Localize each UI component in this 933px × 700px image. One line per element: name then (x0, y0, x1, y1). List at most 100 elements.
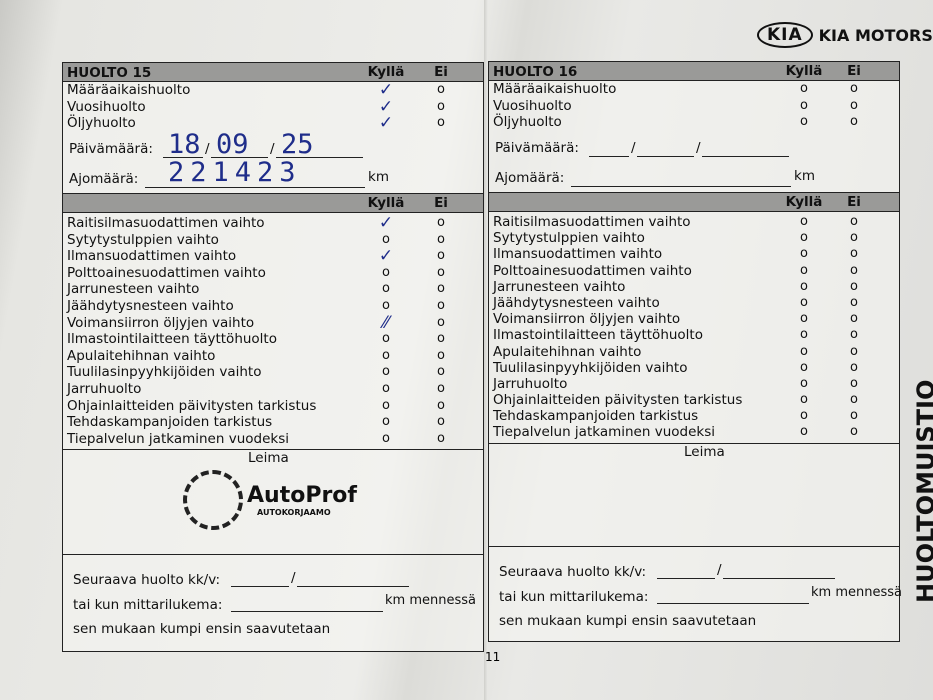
circle-option-icon[interactable]: o (437, 297, 445, 313)
circle-option-icon[interactable]: o (850, 392, 858, 408)
circle-option-icon[interactable]: o (437, 115, 445, 131)
circle-option-icon[interactable]: o (800, 230, 808, 246)
service-item-row: Ohjainlaitteiden päivitysten tarkistus o o (63, 398, 483, 415)
circle-option-icon[interactable]: o (800, 262, 808, 278)
circle-option-icon[interactable]: o (382, 231, 390, 247)
circle-option-icon[interactable]: o (800, 97, 808, 113)
circle-option-icon[interactable]: o (850, 424, 858, 440)
circle-option-icon[interactable]: o (850, 278, 858, 294)
circle-option-icon[interactable]: o (437, 281, 445, 297)
circle-option-icon[interactable]: o (800, 424, 808, 440)
circle-option-icon[interactable]: o (850, 246, 858, 262)
circle-option-icon[interactable]: o (800, 359, 808, 375)
circle-option-icon[interactable]: o (437, 82, 445, 97)
circle-option-icon[interactable]: o (382, 380, 390, 396)
circle-option-icon[interactable]: o (800, 294, 808, 310)
item-label: Jarrunesteen vaihto (493, 278, 626, 295)
date-day-line[interactable] (589, 156, 629, 157)
date-month-line[interactable] (211, 157, 268, 158)
circle-option-icon[interactable]: o (800, 375, 808, 391)
date-day-line[interactable] (163, 157, 203, 158)
circle-option-icon[interactable]: o (800, 278, 808, 294)
next-service-year-line[interactable] (297, 586, 409, 588)
circle-option-icon[interactable]: o (850, 375, 858, 391)
form-title: HUOLTO 15 (67, 65, 152, 81)
circle-option-icon[interactable]: o (800, 246, 808, 262)
date-year-value[interactable]: 25 (281, 129, 314, 160)
service-item-row: Voimansiirron öljyjen vaihto ⁄⁄ o (63, 312, 483, 333)
scribble-mark-icon[interactable]: ⁄⁄ (383, 312, 389, 333)
circle-option-icon[interactable]: o (437, 430, 445, 446)
circle-option-icon[interactable]: o (437, 331, 445, 347)
circle-option-icon[interactable]: o (850, 97, 858, 113)
circle-option-icon[interactable]: o (800, 392, 808, 408)
circle-option-icon[interactable]: o (382, 297, 390, 313)
circle-option-icon[interactable]: o (437, 347, 445, 363)
checkmark-icon[interactable]: ✓ (378, 96, 394, 117)
circle-option-icon[interactable]: o (850, 81, 858, 96)
circle-option-icon[interactable]: o (437, 314, 445, 330)
date-month-value[interactable]: 09 (216, 129, 249, 160)
circle-option-icon[interactable]: o (850, 311, 858, 327)
circle-option-icon[interactable]: o (800, 214, 808, 229)
circle-option-icon[interactable]: o (437, 98, 445, 114)
top-item-row: Vuosihuolto ✓ o (63, 96, 483, 117)
circle-option-icon[interactable]: o (800, 114, 808, 130)
date-year-line[interactable] (702, 156, 789, 157)
circle-option-icon[interactable]: o (800, 311, 808, 327)
circle-option-icon[interactable]: o (437, 215, 445, 230)
yes-column-header: Kyllä (785, 63, 823, 79)
circle-option-icon[interactable]: o (437, 364, 445, 380)
circle-option-icon[interactable]: o (382, 264, 390, 280)
circle-option-icon[interactable]: o (437, 248, 445, 264)
circle-option-icon[interactable]: o (850, 230, 858, 246)
checkmark-icon[interactable]: ✓ (378, 113, 394, 134)
item-label: Jarrunesteen vaihto (67, 281, 200, 298)
next-service-year-line[interactable] (723, 577, 835, 579)
mileage-line[interactable] (571, 186, 791, 187)
circle-option-icon[interactable]: o (850, 262, 858, 278)
mileage-line[interactable] (145, 187, 365, 188)
circle-option-icon[interactable]: o (382, 430, 390, 446)
circle-option-icon[interactable]: o (850, 408, 858, 424)
circle-option-icon[interactable]: o (850, 214, 858, 229)
next-service-month-line[interactable] (657, 577, 715, 579)
date-year-line[interactable] (276, 157, 363, 158)
circle-option-icon[interactable]: o (382, 331, 390, 347)
circle-option-icon[interactable]: o (437, 397, 445, 413)
checkmark-icon[interactable]: ✓ (378, 246, 394, 267)
circle-option-icon[interactable]: o (850, 327, 858, 343)
date-month-line[interactable] (637, 156, 694, 157)
circle-option-icon[interactable]: o (800, 327, 808, 343)
item-label: Tuulilasinpyyhkijöiden vaihto (493, 359, 688, 376)
item-label: Määräaikaishuolto (493, 81, 617, 97)
circle-option-icon[interactable]: o (800, 408, 808, 424)
odometer-line[interactable] (231, 611, 383, 613)
circle-option-icon[interactable]: o (382, 397, 390, 413)
odometer-line[interactable] (657, 602, 809, 604)
circle-option-icon[interactable]: o (437, 414, 445, 430)
checkmark-icon[interactable]: ✓ (378, 80, 394, 100)
circle-option-icon[interactable]: o (382, 281, 390, 297)
service-item-row: Polttoainesuodattimen vaihto o o (489, 263, 899, 279)
circle-option-icon[interactable]: o (800, 343, 808, 359)
checkmark-icon[interactable]: ✓ (378, 213, 394, 233)
service-item-row: Tehdaskampanjoiden tarkistus o o (489, 408, 899, 424)
circle-option-icon[interactable]: o (850, 294, 858, 310)
circle-option-icon[interactable]: o (850, 359, 858, 375)
circle-option-icon[interactable]: o (382, 414, 390, 430)
circle-option-icon[interactable]: o (437, 380, 445, 396)
circle-option-icon[interactable]: o (382, 364, 390, 380)
circle-option-icon[interactable]: o (437, 231, 445, 247)
circle-option-icon[interactable]: o (382, 347, 390, 363)
circle-option-icon[interactable]: o (437, 264, 445, 280)
circle-option-icon[interactable]: o (850, 114, 858, 130)
circle-option-icon[interactable]: o (800, 81, 808, 96)
gear-logo-icon (183, 470, 243, 531)
circle-option-icon[interactable]: o (850, 343, 858, 359)
date-day-value[interactable]: 18 (168, 129, 201, 160)
item-label: Polttoainesuodattimen vaihto (67, 264, 266, 281)
next-service-month-line[interactable] (231, 586, 289, 588)
mileage-value[interactable]: 221423 (168, 157, 302, 188)
service-form-huolto-15: HUOLTO 15 Kyllä Ei Määräaikaishuolto ✓ o Vuosi… (62, 62, 484, 652)
